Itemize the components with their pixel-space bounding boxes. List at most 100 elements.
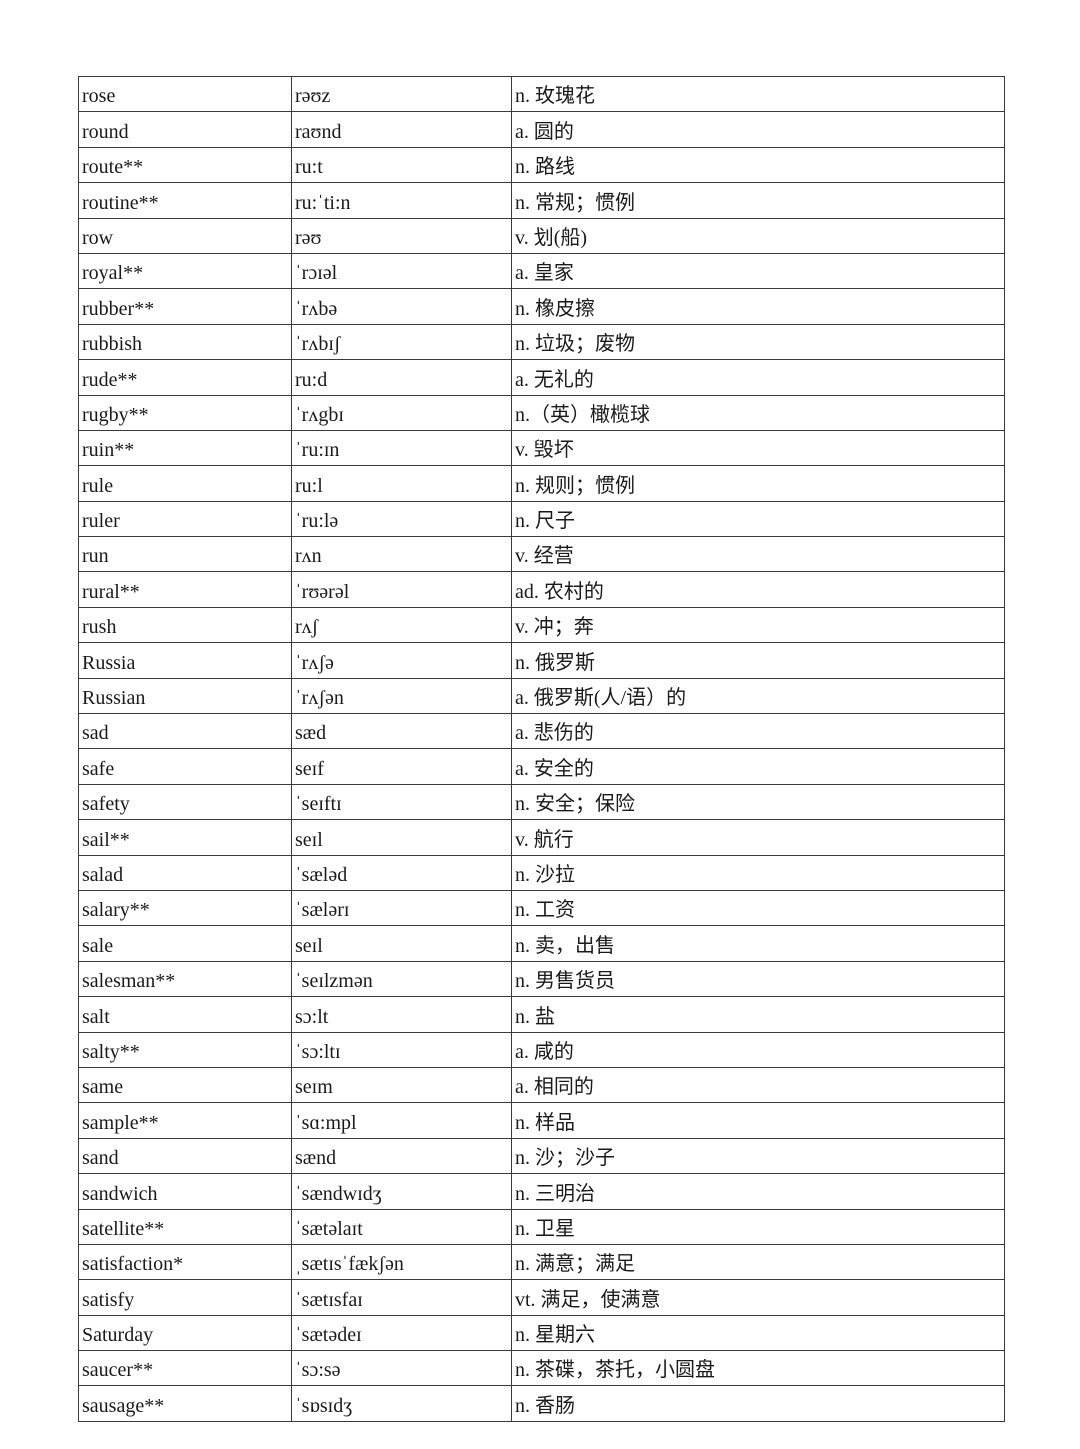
definition-cell: a. 安全的	[511, 748, 1005, 785]
table-row: safety ˈseɪftɪ n. 安全；保险	[78, 783, 1005, 821]
word-cell: routine**	[78, 182, 292, 219]
phonetic-cell: sænd	[291, 1137, 512, 1175]
definition-cell: n. 橡皮擦	[511, 288, 1005, 325]
phonetic-cell: rʌʃ	[291, 606, 512, 644]
table-row: safe seɪf a. 安全的	[78, 748, 1005, 785]
definition-cell: v. 冲；奔	[511, 606, 1005, 644]
definition-cell: v. 毁坏	[511, 429, 1005, 467]
phonetic-cell: ˈseɪlzmən	[291, 960, 512, 998]
phonetic-cell: ˌsætɪsˈfækʃən	[291, 1243, 512, 1281]
phonetic-cell: ˈrʌʃə	[291, 642, 512, 679]
word-cell: satellite**	[78, 1208, 292, 1245]
word-cell: sail**	[78, 819, 292, 856]
table-row: sample** ˈsɑ:mpl n. 样品	[78, 1102, 1005, 1139]
definition-cell: n. 男售货员	[511, 960, 1005, 998]
definition-cell: a. 悲伤的	[511, 713, 1005, 750]
table-row: salad ˈsæləd n. 沙拉	[78, 854, 1005, 891]
table-row: satellite** ˈsætəlaɪt n. 卫星	[78, 1208, 1005, 1245]
word-cell: salty**	[78, 1031, 292, 1068]
definition-cell: n. 样品	[511, 1102, 1005, 1139]
table-row: salary** ˈsælərɪ n. 工资	[78, 889, 1005, 927]
table-row: sand sænd n. 沙；沙子	[78, 1137, 1005, 1175]
phonetic-cell: ru:ˈti:n	[291, 182, 512, 219]
table-row: Russian ˈrʌʃən a. 俄罗斯(人/语）的	[78, 677, 1005, 715]
phonetic-cell: ru:d	[291, 359, 512, 396]
word-cell: ruler	[78, 500, 292, 538]
word-cell: satisfaction*	[78, 1243, 292, 1281]
table-row: same seɪm a. 相同的	[78, 1066, 1005, 1104]
word-cell: salt	[78, 996, 292, 1033]
table-row: sad sæd a. 悲伤的	[78, 713, 1005, 750]
table-row: satisfaction* ˌsætɪsˈfækʃən n. 满意；满足	[78, 1243, 1005, 1281]
definition-cell: n. 玫瑰花	[511, 75, 1005, 113]
definition-cell: n.（英）橄榄球	[511, 394, 1005, 431]
table-row: royal** ˈrɔɪəl a. 皇家	[78, 252, 1005, 290]
word-cell: rule	[78, 465, 292, 502]
phonetic-cell: ˈsændwɪdʒ	[291, 1173, 512, 1210]
definition-cell: a. 皇家	[511, 252, 1005, 290]
table-row: row rəʊ v. 划(船)	[78, 217, 1005, 254]
table-row: salty** ˈsɔ:ltɪ a. 咸的	[78, 1031, 1005, 1068]
table-row: route** ru:t n. 路线	[78, 146, 1005, 184]
word-cell: saucer**	[78, 1350, 292, 1387]
phonetic-cell: ˈsætɪsfaɪ	[291, 1279, 512, 1316]
word-cell: run	[78, 536, 292, 573]
word-cell: salary**	[78, 889, 292, 927]
vocabulary-table-body: rose rəʊz n. 玫瑰花 round raʊnd a. 圆的 route** ru:t…	[78, 75, 1005, 1422]
phonetic-cell: ˈseɪftɪ	[291, 783, 512, 821]
phonetic-cell: ˈsælərɪ	[291, 889, 512, 927]
table-row: sale seɪl n. 卖，出售	[78, 925, 1005, 962]
table-row: sail** seɪl v. 航行	[78, 819, 1005, 856]
definition-cell: n. 盐	[511, 996, 1005, 1033]
word-cell: rubber**	[78, 288, 292, 325]
phonetic-cell: ˈru:ɪn	[291, 429, 512, 467]
table-row: satisfy ˈsætɪsfaɪ vt. 满足，使满意	[78, 1279, 1005, 1316]
definition-cell: n. 路线	[511, 146, 1005, 184]
definition-cell: n. 沙拉	[511, 854, 1005, 891]
word-cell: row	[78, 217, 292, 254]
phonetic-cell: ru:t	[291, 146, 512, 184]
definition-cell: v. 航行	[511, 819, 1005, 856]
word-cell: safe	[78, 748, 292, 785]
table-row: salesman** ˈseɪlzmən n. 男售货员	[78, 960, 1005, 998]
phonetic-cell: ru:l	[291, 465, 512, 502]
word-cell: Russian	[78, 677, 292, 715]
word-cell: sad	[78, 713, 292, 750]
definition-cell: vt. 满足，使满意	[511, 1279, 1005, 1316]
phonetic-cell: ˈrʌʃən	[291, 677, 512, 715]
definition-cell: v. 划(船)	[511, 217, 1005, 254]
phonetic-cell: ˈsɑ:mpl	[291, 1102, 512, 1139]
definition-cell: a. 无礼的	[511, 359, 1005, 396]
word-cell: ruin**	[78, 429, 292, 467]
phonetic-cell: seɪl	[291, 819, 512, 856]
phonetic-cell: ˈsɔ:ltɪ	[291, 1031, 512, 1068]
word-cell: safety	[78, 783, 292, 821]
definition-cell: a. 相同的	[511, 1066, 1005, 1104]
table-row: ruler ˈru:lə n. 尺子	[78, 500, 1005, 538]
table-row: routine** ru:ˈti:n n. 常规；惯例	[78, 182, 1005, 219]
definition-cell: n. 工资	[511, 889, 1005, 927]
word-cell: round	[78, 111, 292, 148]
word-cell: salad	[78, 854, 292, 891]
table-row: rubbish ˈrʌbɪʃ n. 垃圾；废物	[78, 323, 1005, 361]
table-row: run rʌn v. 经营	[78, 536, 1005, 573]
definition-cell: n. 卖，出售	[511, 925, 1005, 962]
table-row: rose rəʊz n. 玫瑰花	[78, 75, 1005, 113]
definition-cell: n. 茶碟，茶托，小圆盘	[511, 1350, 1005, 1387]
definition-cell: n. 常规；惯例	[511, 182, 1005, 219]
definition-cell: v. 经营	[511, 536, 1005, 573]
word-cell: rural**	[78, 571, 292, 608]
word-cell: sausage**	[78, 1385, 292, 1422]
table-row: Saturday ˈsætədeɪ n. 星期六	[78, 1314, 1005, 1352]
definition-cell: n. 卫星	[511, 1208, 1005, 1245]
definition-cell: n. 尺子	[511, 500, 1005, 538]
phonetic-cell: ˈsɔ:sə	[291, 1350, 512, 1387]
phonetic-cell: raʊnd	[291, 111, 512, 148]
table-row: round raʊnd a. 圆的	[78, 111, 1005, 148]
phonetic-cell: ˈrɔɪəl	[291, 252, 512, 290]
phonetic-cell: sɔ:lt	[291, 996, 512, 1033]
phonetic-cell: rʌn	[291, 536, 512, 573]
phonetic-cell: rəʊz	[291, 75, 512, 113]
table-row: sausage** ˈsɒsɪdʒ n. 香肠	[78, 1385, 1005, 1422]
word-cell: Saturday	[78, 1314, 292, 1352]
